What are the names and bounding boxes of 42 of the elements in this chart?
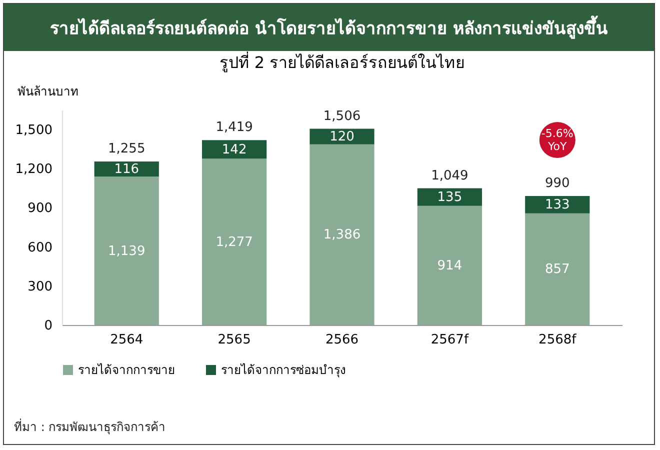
bar (202, 140, 267, 159)
data-label: 1,277 (216, 234, 253, 250)
data-label: 1,139 (108, 244, 146, 259)
data-label: 120 (330, 130, 354, 145)
total-label: 990 (544, 176, 570, 191)
y-tick-label: 1,500 (15, 123, 52, 138)
bar (310, 128, 374, 144)
data-label: 857 (544, 262, 570, 278)
bar (310, 144, 374, 325)
total-label: 1,506 (323, 108, 361, 124)
text: ที่มา : กรมพัฒนาธุรกิจการค้า (14, 418, 166, 436)
data-label: 1,386 (323, 228, 361, 243)
data-label: 133 (544, 198, 570, 213)
legend-label: รายได้จากการขาย (78, 363, 175, 377)
x-tick-label: 2564 (110, 332, 144, 348)
y-tick-label: 600 (28, 240, 52, 256)
chart-title: รายได้ดีลเลอร์รถยนต์ลดต่อ นำโดยรายได้จากการขาย หลังการแข่งขันสูงขึ้น (4, 4, 654, 51)
bar (525, 196, 590, 214)
data-label: 135 (437, 190, 462, 206)
y-tick-label: 1,200 (15, 162, 52, 178)
bar (417, 188, 482, 206)
total-label: 1,419 (216, 120, 253, 136)
x-tick-label: 2566 (325, 332, 359, 348)
bar (417, 206, 482, 325)
data-label: 914 (437, 258, 462, 274)
total-label: 1,255 (108, 141, 146, 156)
bar (94, 176, 159, 325)
y-axis-title: พันล้านบาท (18, 84, 78, 98)
x-tick-label: 2567f (430, 332, 469, 348)
x-tick-label: 2565 (218, 332, 251, 348)
bar (525, 213, 590, 325)
y-tick-label: 900 (28, 201, 52, 216)
y-tick-label: 0 (44, 318, 52, 334)
bar (202, 158, 267, 325)
annotation: -5.6% YoY (541, 126, 574, 153)
legend-label: รายได้จากการซ่อมบำรุง (221, 363, 346, 378)
y-tick-label: 300 (28, 279, 52, 294)
x-tick-label: 2568f (538, 332, 577, 348)
chart-subtitle: รูปที่ 2 รายได้ดีลเลอร์รถยนต์ในไทย (219, 51, 465, 73)
data-label: 116 (114, 162, 140, 178)
data-label: 142 (222, 142, 247, 158)
total-label: 1,049 (431, 168, 468, 184)
